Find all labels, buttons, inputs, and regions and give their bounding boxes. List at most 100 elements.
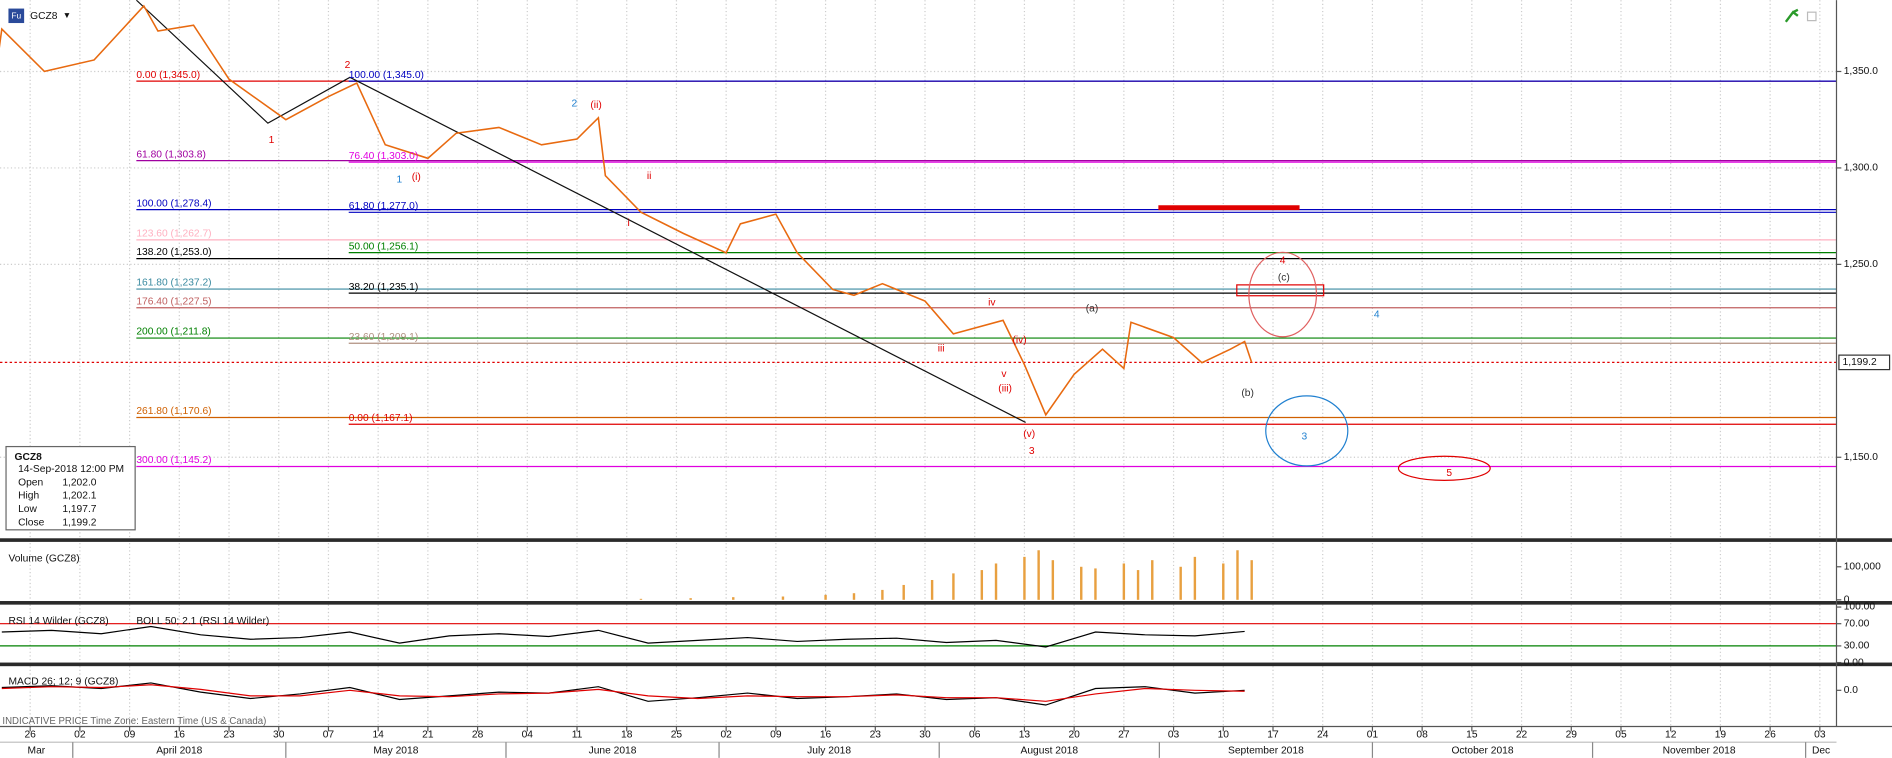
ohlc-value: 1,202.0 [62, 477, 96, 488]
volume-bar [781, 596, 785, 600]
month-label: August 2018 [1021, 745, 1079, 756]
fib-level-label: 300.00 (1,145.2) [136, 455, 211, 466]
x-tick-label: 29 [1566, 730, 1578, 741]
target-box [1236, 284, 1325, 297]
fib-level-label: 100.00 (1,278.4) [136, 198, 211, 209]
x-tick-label: 30 [919, 730, 931, 741]
wave-label: (c) [1278, 272, 1290, 283]
panel-separator [0, 662, 1892, 667]
x-tick-label: 16 [174, 730, 186, 741]
symbol-icon-text: Fu [11, 11, 21, 21]
month-label: October 2018 [1451, 745, 1513, 756]
fib-level-label: 200.00 (1,211.8) [136, 327, 210, 338]
wave-label: (ii) [590, 100, 601, 111]
y-tick-label: 100.00 [1844, 602, 1876, 613]
wave-label: (a) [1086, 304, 1099, 315]
volume-bar [852, 593, 856, 600]
fib-level-label: 261.80 (1,170.6) [136, 406, 211, 417]
ohlc-field: Low [18, 504, 37, 515]
volume-bar [824, 594, 827, 600]
volume-bar [1250, 560, 1253, 600]
volume-bar [1023, 556, 1026, 600]
x-tick-label: 11 [572, 730, 583, 741]
x-tick-label: 05 [1615, 730, 1627, 741]
target-ellipse [1248, 251, 1318, 338]
volume-bar [994, 563, 998, 600]
x-tick-label: 22 [1516, 730, 1528, 741]
ohlc-value: 1,197.7 [62, 504, 96, 515]
x-tick-label: 19 [1715, 730, 1727, 741]
x-tick-label: 03 [1168, 730, 1180, 741]
fib-level-label: 23.60 (1,209.1) [349, 332, 419, 343]
x-tick-label: 16 [820, 730, 832, 741]
window-button[interactable] [1806, 11, 1817, 22]
ohlc-value: 1,199.2 [62, 517, 96, 528]
wave-label: i [628, 218, 630, 229]
y-tick-label: 70.00 [1844, 618, 1870, 629]
x-tick-label: 12 [1665, 730, 1677, 741]
panel-title: RSI 14 Wilder (GCZ8) [8, 616, 108, 627]
fib-level-label: 76.40 (1,303.0) [349, 151, 419, 162]
volume-bar [732, 597, 735, 600]
volume-bar [1179, 566, 1182, 600]
volume-bar [1136, 570, 1140, 600]
volume-bar [1080, 566, 1083, 600]
month-label: September 2018 [1228, 745, 1304, 756]
volume-bar [980, 570, 984, 600]
fib-level-label: 123.60 (1,262.7) [136, 229, 211, 240]
x-tick-label: 21 [422, 730, 434, 741]
fib-level-label: 0.00 (1,345.0) [136, 70, 200, 81]
ohlc-value: 1,202.1 [62, 491, 96, 502]
draw-tool-icon[interactable] [1784, 8, 1799, 23]
fib-level-label: 50.00 (1,256.1) [349, 241, 419, 252]
fib-level-label: 38.20 (1,235.1) [349, 282, 419, 293]
x-tick-label: 09 [770, 730, 782, 741]
x-tick-label: 23 [223, 730, 235, 741]
panel-subtitle: BOLL 50; 2.1 (RSI 14 Wilder) [136, 616, 269, 627]
volume-bar [639, 598, 643, 600]
x-tick-label: 08 [1416, 730, 1428, 741]
x-tick-label: 26 [24, 730, 36, 741]
x-tick-label: 06 [969, 730, 981, 741]
y-tick-label: 1,300.0 [1844, 163, 1878, 174]
last-price-box [1838, 354, 1891, 371]
symbol[interactable]: GCZ8 [30, 11, 58, 22]
volume-bar [1151, 560, 1154, 600]
volume-bar [902, 584, 905, 600]
last-price-label: 1,199.2 [1843, 357, 1877, 368]
x-tick-label: 01 [1367, 730, 1379, 741]
panel-separator [0, 601, 1892, 605]
x-tick-label: 23 [870, 730, 882, 741]
wave-label: iv [988, 298, 996, 309]
month-label: Dec [1812, 745, 1830, 756]
ohlc-field: High [18, 491, 39, 502]
y-tick-label: 1,150.0 [1844, 452, 1878, 463]
ohlc-field: Close [18, 517, 45, 528]
y-tick-label: 1,350.0 [1844, 66, 1878, 77]
panel-title: Volume (GCZ8) [8, 553, 79, 564]
ohlc-symbol: GCZ8 [14, 452, 42, 463]
wave-label: (b) [1241, 388, 1254, 399]
panel-title: MACD 26; 12; 9 (GCZ8) [8, 677, 118, 688]
x-tick-label: 25 [671, 730, 683, 741]
dropdown-arrow[interactable]: ▼ [63, 10, 71, 20]
plot-layer: 122 (ii)1 (i)iiiiiiiv(iv)v(iii)(v)3(a)(b)(… [0, 0, 1491, 706]
x-tick-label: 27 [1118, 730, 1130, 741]
month-label: April 2018 [156, 745, 202, 756]
x-tick-label: 14 [372, 730, 384, 741]
x-tick-label: 15 [1466, 730, 1478, 741]
wave-label: ii [647, 171, 652, 182]
fib-level-label: 100.00 (1,345.0) [349, 70, 424, 81]
series-line [1, 682, 1245, 706]
x-tick-label: 28 [472, 730, 484, 741]
wave-label: 3 [1302, 432, 1308, 443]
y-tick-label: 1,250.0 [1844, 259, 1878, 270]
x-tick-label: 17 [1267, 730, 1279, 741]
volume-bar [1193, 556, 1197, 600]
month-label: May 2018 [373, 745, 418, 756]
volume-bar [1051, 560, 1055, 600]
x-tick-label: 24 [1317, 730, 1329, 741]
